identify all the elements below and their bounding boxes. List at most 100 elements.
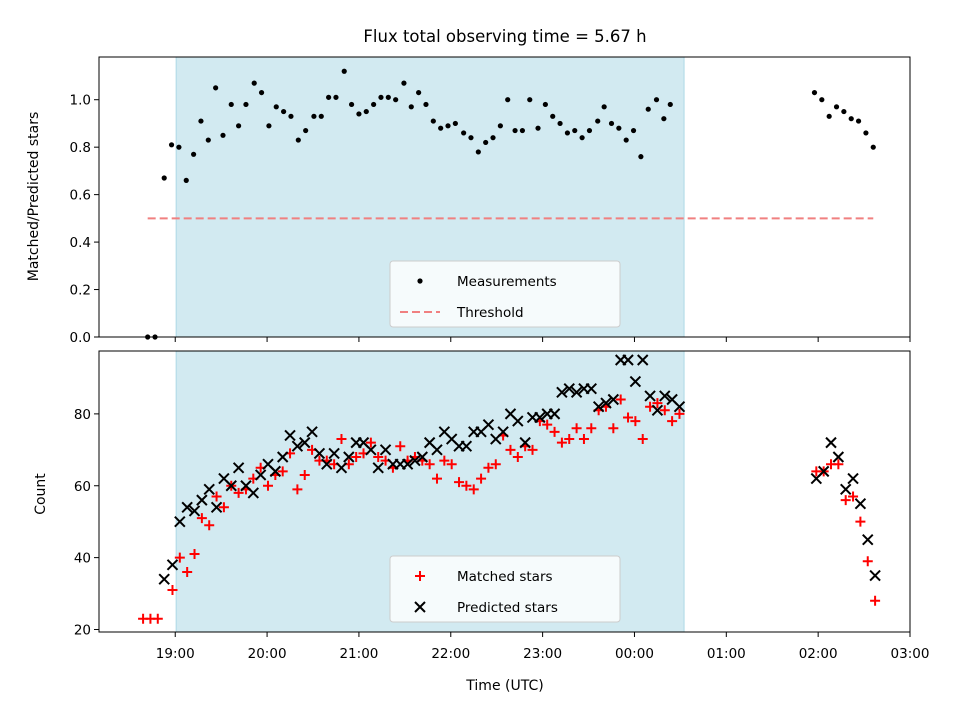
matched-stars-point [608,423,619,434]
predicted-stars-point [254,469,267,481]
matched-stars-point [586,423,597,434]
predicted-stars-point [637,354,649,366]
legend-x-marker [414,601,426,613]
predicted-stars-point [379,444,392,456]
measurements-point [616,125,622,131]
predicted-stars-point [343,451,355,463]
legend-box [389,260,621,328]
measurements-point [608,120,615,127]
measurements-point [841,108,847,115]
matched-stars-point [454,477,465,488]
matched-stars-point [174,552,185,563]
x-tick-label: 20:00 [248,646,287,662]
matched-stars-point [855,516,866,527]
measurements-point [371,101,377,108]
y-tick-label: 0.4 [70,235,91,251]
x-tick-label: 03:00 [891,646,930,662]
matched-stars-point [277,466,288,477]
predicted-stars-point [284,429,296,442]
measurements-point [416,89,422,96]
measurements-point [667,101,673,108]
measurements-point [445,123,451,129]
predicted-stars-point [225,480,237,492]
y-tick-label: 80 [74,407,91,423]
axes-frame [98,56,911,338]
measurements-point [438,125,444,131]
measurements-point [519,127,526,134]
predicted-stars-point [313,447,326,460]
matched-stars-point [659,405,670,416]
predicted-stars-point [269,465,282,478]
measurements-point [408,104,414,110]
measurements-point [333,94,339,100]
measurements-point [512,127,518,134]
axes-frame [98,350,911,633]
measurements-point [288,113,294,119]
predicted-stars-point [203,483,215,496]
matched-stars-point [862,556,873,567]
measurements-point [303,127,309,134]
predicted-stars-point [570,386,583,399]
matched-stars-point [336,434,347,445]
x-tick-label: 23:00 [523,646,562,662]
predicted-stars-point [482,418,495,431]
series-group [138,354,881,624]
matched-stars-point [167,584,178,595]
predicted-stars-point [306,426,318,438]
predicted-stars-point [659,390,671,402]
predicted-stars-point [401,458,414,470]
predicted-stars-point [460,440,473,452]
measurements-point [653,97,660,103]
measurements-point [630,127,637,134]
bottom-axes: 20 40 60 80 19:00 20:00 21:00 22:00 23:00 00:00 01… [74,350,930,662]
measurements-point [557,120,563,127]
measurements-point [220,132,226,138]
predicted-stars-point [862,533,874,546]
matched-stars-point [667,416,678,427]
predicted-stars-point [847,472,859,485]
chart-title: Flux total observing time = 5.67 h [363,27,646,46]
measurements-point [385,94,391,100]
measurements-point [401,80,407,86]
predicted-stars-point [416,451,429,463]
x-tick-label: 22:00 [431,646,470,662]
predicted-stars-point [600,397,612,409]
predicted-stars-point [196,494,208,506]
top-axes: 0.0 0.2 0.4 0.6 0.8 1.0 Measurements Threshold [70,56,911,346]
predicted-stars-point [158,573,170,585]
measurements-point [228,101,234,108]
measurements-point [356,111,362,117]
x-axis-label: Time (UTC) [465,678,543,694]
predicted-stars-point [188,505,201,517]
measurements-point [183,177,189,183]
measurements-point [318,113,324,119]
measurements-point [564,130,571,136]
matched-stars-point [233,487,244,498]
legend: Matched stars Predicted stars [389,555,621,623]
legend-plus-marker [415,571,425,581]
matched-stars-point [564,434,575,445]
measurements-point [423,101,429,108]
measurements-point [273,104,279,110]
measurements-point [341,68,347,74]
matched-stars-point [204,520,215,531]
measurements-point [430,118,436,124]
predicted-stars-point [497,426,509,438]
predicted-stars-point [854,498,867,510]
matched-stars-point [637,434,648,445]
measurements-point [601,104,607,110]
y-tick-label: 20 [74,622,91,638]
predicted-stars-point [335,462,348,474]
y-tick-label: 60 [74,479,91,495]
measurements-point [535,125,541,131]
measurements-point [586,127,593,134]
matched-stars-point [218,502,229,513]
matched-stars-point [211,491,222,502]
measurements-point [483,139,489,146]
predicted-stars-point [321,458,333,470]
bottom-y-axis-label: Count [33,473,49,515]
measurements-point [661,116,667,122]
measurements-point [266,123,272,129]
matched-stars-point [182,566,193,577]
